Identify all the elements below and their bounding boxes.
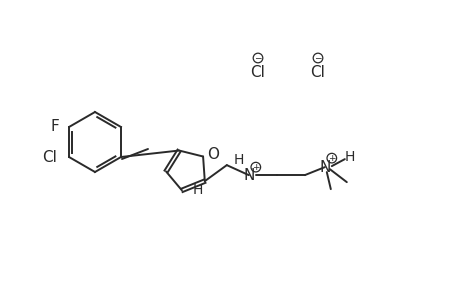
Text: N: N <box>243 168 254 183</box>
Text: F: F <box>50 118 59 134</box>
Text: Cl: Cl <box>310 64 325 80</box>
Text: Cl: Cl <box>43 149 57 164</box>
Text: N: N <box>319 160 330 175</box>
Text: +: + <box>252 163 259 172</box>
Text: O: O <box>207 147 218 162</box>
Text: H: H <box>192 183 202 197</box>
Text: H: H <box>233 153 243 167</box>
Text: −: − <box>313 53 321 62</box>
Text: Cl: Cl <box>250 64 265 80</box>
Text: −: − <box>254 53 261 62</box>
Text: +: + <box>327 154 335 163</box>
Text: H: H <box>344 150 354 164</box>
